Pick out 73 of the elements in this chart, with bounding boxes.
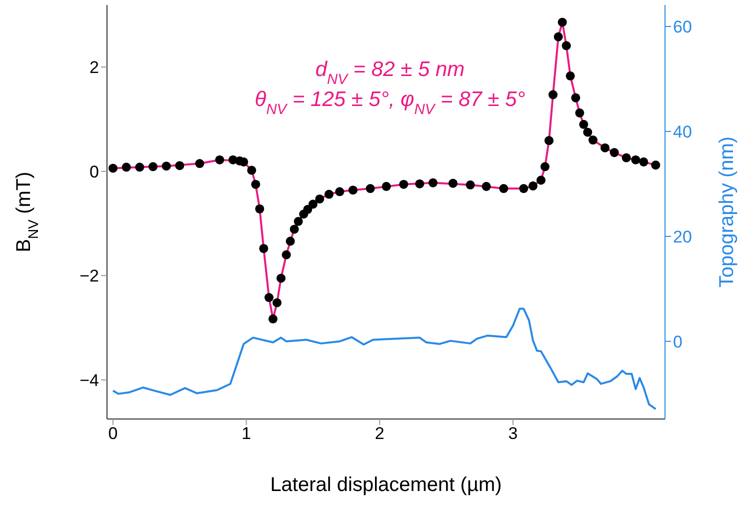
point: [335, 187, 344, 196]
x-tick-label: 1: [242, 424, 252, 444]
y2-tick-label: 20: [673, 227, 692, 246]
point: [600, 143, 610, 152]
x-tick-label: 3: [508, 424, 518, 444]
x-axis-title: Lateral displacement (µm): [270, 474, 502, 496]
point: [566, 71, 575, 80]
point: [571, 93, 580, 102]
point: [482, 182, 491, 191]
y-tick-label: 0: [90, 162, 99, 182]
point: [583, 128, 592, 137]
point: [148, 162, 158, 172]
point: [195, 159, 204, 168]
y-tick-label: 2: [90, 58, 99, 78]
y-tick-label: −2: [80, 266, 99, 286]
point: [528, 181, 538, 190]
y2-tick-label: 0: [673, 332, 682, 352]
point: [575, 108, 584, 118]
point: [519, 184, 528, 194]
point: [562, 41, 571, 50]
point: [276, 274, 286, 283]
point: [622, 153, 631, 162]
point: [272, 298, 282, 308]
point: [294, 216, 303, 226]
point: [399, 180, 408, 189]
point: [631, 155, 640, 164]
point: [303, 204, 312, 214]
point: [122, 162, 131, 172]
point: [251, 180, 260, 189]
point: [536, 176, 546, 185]
x-tick-label: 0: [108, 424, 118, 444]
point: [579, 120, 588, 129]
point: [428, 178, 438, 188]
point: [588, 136, 598, 145]
line-series: [112, 308, 657, 410]
point: [554, 32, 563, 42]
point: [255, 204, 264, 214]
annotation: d$_{NV}$ = 82 ± 5 nm: [315, 58, 465, 88]
point: [499, 184, 508, 194]
point: [162, 162, 171, 171]
point: [264, 293, 274, 302]
y2-tick-label: 60: [673, 18, 692, 37]
point: [558, 18, 567, 27]
point: [466, 180, 475, 190]
point: [175, 161, 184, 170]
point: [639, 157, 648, 166]
point: [415, 179, 424, 188]
point: [366, 184, 375, 194]
point: [268, 314, 278, 324]
point: [548, 90, 558, 100]
point: [282, 250, 291, 260]
y2-axis-title: Topography (nm): [716, 136, 738, 288]
point: [308, 200, 318, 209]
point: [247, 166, 256, 175]
point: [544, 136, 554, 146]
point: [448, 178, 458, 188]
point: [540, 162, 550, 172]
point: [324, 190, 334, 199]
point: [315, 194, 324, 204]
annotation: θ$_{NV}$ = 125 ± 5°, φ$_{NV}$ = 87 ± 5°: [254, 88, 526, 118]
point: [651, 160, 660, 170]
point: [382, 182, 391, 191]
point: [108, 164, 118, 173]
x-tick-label: 2: [374, 424, 384, 444]
point: [610, 148, 619, 158]
point: [215, 155, 224, 164]
point: [290, 224, 299, 234]
y-tick-label: −4: [80, 370, 99, 390]
point: [348, 186, 358, 195]
point: [259, 244, 268, 254]
y2-tick-label: 40: [673, 122, 692, 142]
point: [135, 162, 144, 172]
point: [286, 236, 295, 246]
